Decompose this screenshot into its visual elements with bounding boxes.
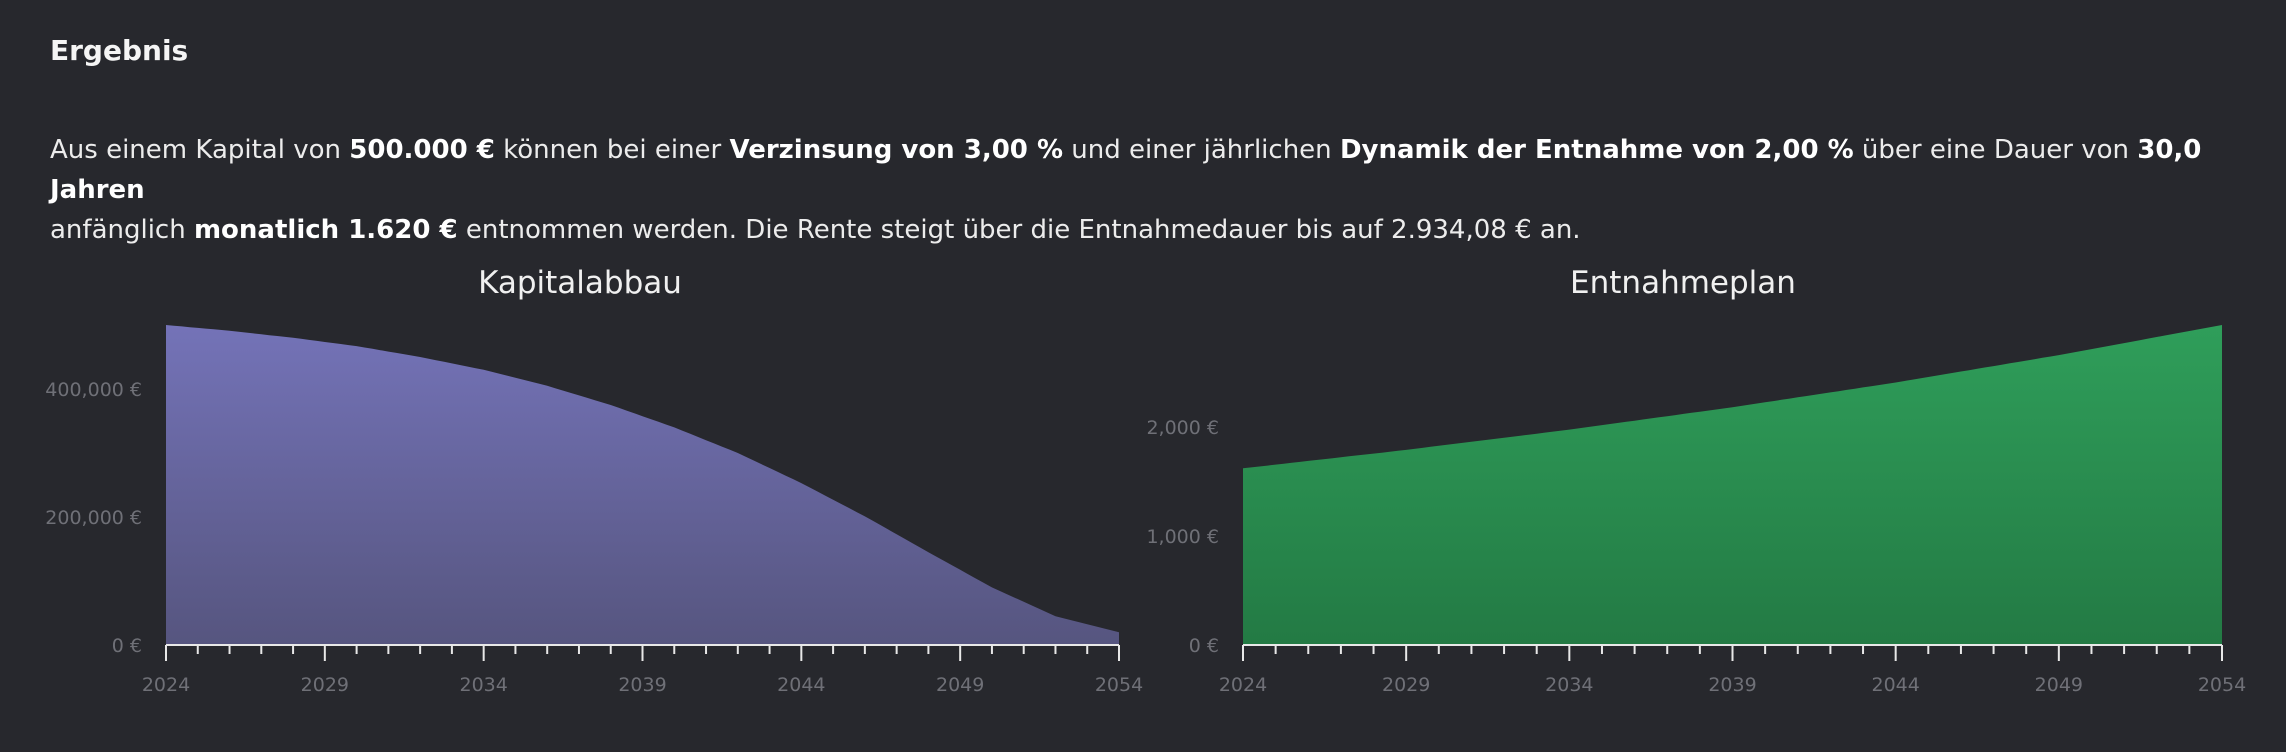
- entnahmeplan-chart: Entnahmeplan 2024 2029 2034 2039 2044 2049 205…: [1140, 250, 2270, 720]
- entnahme-area: [1243, 325, 2222, 645]
- entnahmeplan-chart-svg: Entnahmeplan 2024 2029 2034 2039 2044 2049 205…: [1146, 265, 2246, 696]
- y-tick-label: 0 €: [112, 635, 142, 657]
- summary-highlight: Dynamik der Entnahme von 2,00 %: [1339, 135, 1854, 165]
- summary-highlight: 500.000 €: [349, 135, 495, 165]
- summary-text: über eine Dauer von: [1853, 135, 2138, 165]
- summary-text: anfänglich: [50, 215, 194, 245]
- summary-line-1: Aus einem Kapital von 500.000 € können b…: [50, 135, 2201, 205]
- kapitalabbau-chart: Kapitalabbau 2024 2029 2034 2039 2044 2049 205…: [20, 250, 1150, 720]
- x-tick-label: 2049: [2035, 674, 2083, 696]
- chart-title: Entnahmeplan: [1570, 265, 1796, 301]
- x-tick-label: 2034: [459, 674, 507, 696]
- y-tick-label: 1,000 €: [1146, 526, 1219, 548]
- result-heading: Ergebnis: [50, 34, 189, 67]
- y-tick-label: 400,000 €: [45, 379, 142, 401]
- x-tick-label: 2044: [1871, 674, 1919, 696]
- summary-text: und einer jährlichen: [1063, 135, 1340, 165]
- summary-text: können bei einer: [494, 135, 730, 165]
- summary-highlight: monatlich 1.620 €: [193, 215, 458, 245]
- summary-highlight: 30,0 Jahren: [50, 135, 2202, 205]
- x-tick-label: 2049: [936, 674, 984, 696]
- x-tick-label: 2024: [142, 674, 190, 696]
- kapitalabbau-chart-svg: Kapitalabbau 2024 2029 2034 2039 2044 2049 205…: [45, 265, 1143, 696]
- x-tick-label: 2039: [1708, 674, 1756, 696]
- x-tick-label: 2029: [301, 674, 349, 696]
- summary-text: Aus einem Kapital von: [50, 135, 350, 165]
- x-tick-label: 2039: [618, 674, 666, 696]
- summary-line-2: anfänglich monatlich 1.620 € entnommen w…: [50, 215, 1581, 245]
- x-tick-label: 2054: [1095, 674, 1143, 696]
- x-tick-label: 2024: [1219, 674, 1267, 696]
- chart-title: Kapitalabbau: [478, 265, 682, 301]
- x-tick-label: 2029: [1382, 674, 1430, 696]
- summary-text: entnommen werden. Die Rente steigt über …: [457, 215, 1581, 245]
- summary-highlight: Verzinsung von 3,00 %: [729, 135, 1064, 165]
- y-tick-label: 2,000 €: [1146, 417, 1219, 439]
- kapital-area: [166, 325, 1119, 645]
- x-tick-label: 2044: [777, 674, 825, 696]
- y-tick-label: 0 €: [1189, 635, 1219, 657]
- x-tick-label: 2054: [2198, 674, 2246, 696]
- x-tick-label: 2034: [1545, 674, 1593, 696]
- result-summary: Aus einem Kapital von 500.000 € können b…: [50, 130, 2230, 250]
- y-tick-label: 200,000 €: [45, 507, 142, 529]
